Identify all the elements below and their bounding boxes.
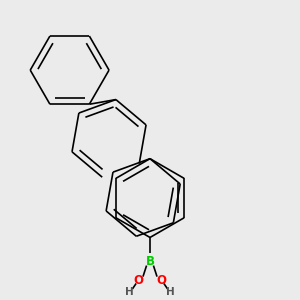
Text: B: B — [146, 255, 154, 268]
Text: H: H — [166, 287, 175, 297]
Text: H: H — [125, 287, 134, 297]
Text: O: O — [156, 274, 166, 287]
Text: O: O — [134, 274, 144, 287]
